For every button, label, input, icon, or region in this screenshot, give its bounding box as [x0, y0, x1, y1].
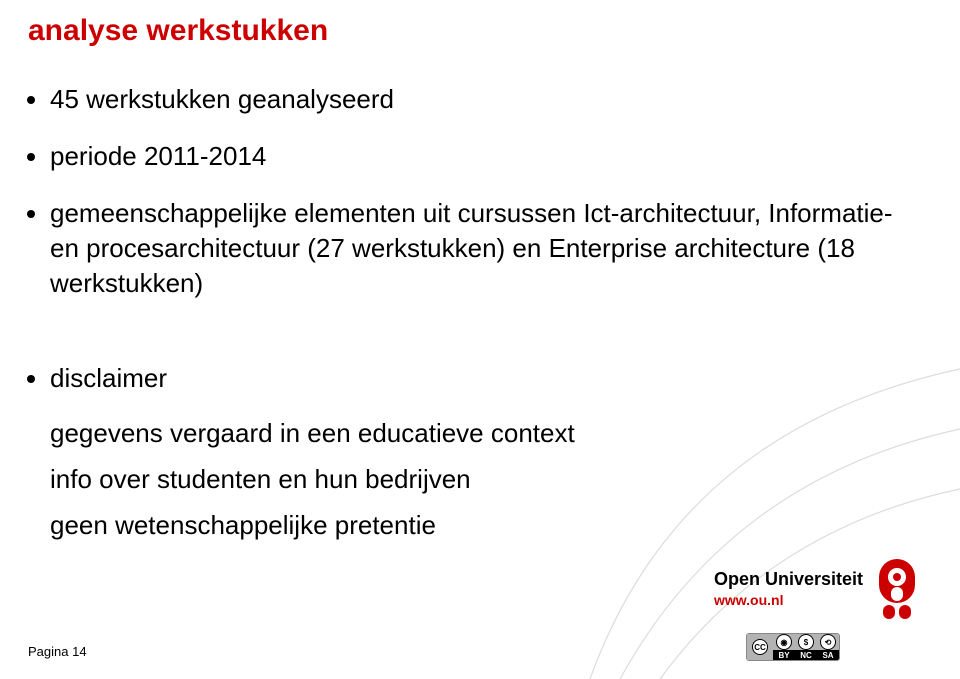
logo-text: Open Universiteit	[714, 570, 863, 590]
disclaimer-label: disclaimer	[50, 363, 167, 393]
disclaimer-item: info over studenten en hun bedrijven	[50, 461, 908, 497]
logo-icon	[873, 557, 921, 621]
cc-icon: CC	[747, 634, 773, 660]
cc-sa-label: SA	[817, 650, 839, 661]
cc-nc-label: NC	[795, 650, 817, 661]
disclaimer-item: gegevens vergaard in een educatieve cont…	[50, 415, 908, 451]
disclaimer-item: geen wetenschappelijke pretentie	[50, 507, 908, 543]
content-area: 45 werkstukken geanalyseerd periode 2011…	[28, 82, 908, 566]
nc-icon: $	[798, 634, 814, 650]
bullet-item: 45 werkstukken geanalyseerd	[50, 82, 908, 117]
bullet-item-disclaimer: disclaimer gegevens vergaard in een educ…	[50, 361, 908, 543]
logo-url: www.ou.nl	[714, 592, 863, 608]
bullet-item: gemeenschappelijke elementen uit cursuss…	[50, 196, 908, 301]
cc-license-badge: CC ◉ BY $ NC ⟲ SA	[746, 633, 840, 661]
disclaimer-list: gegevens vergaard in een educatieve cont…	[50, 415, 908, 544]
sa-icon: ⟲	[820, 634, 836, 650]
cc-by-label: BY	[773, 650, 795, 661]
by-icon: ◉	[776, 634, 792, 650]
bullet-list: 45 werkstukken geanalyseerd periode 2011…	[28, 82, 908, 544]
slide-title: analyse werkstukken	[28, 14, 328, 48]
slide: analyse werkstukken 45 werkstukken geana…	[0, 0, 960, 679]
bullet-item: periode 2011-2014	[50, 139, 908, 174]
page-number: Pagina 14	[28, 644, 87, 659]
logo: Open Universiteit www.ou.nl	[714, 557, 934, 621]
